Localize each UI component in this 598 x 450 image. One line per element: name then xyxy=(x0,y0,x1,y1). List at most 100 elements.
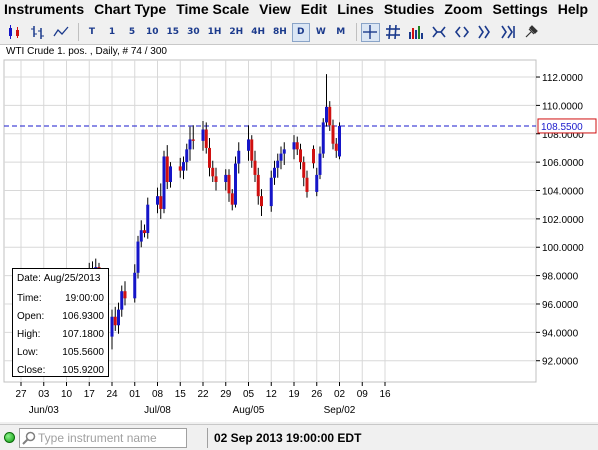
candle-body xyxy=(305,177,309,192)
candle-body xyxy=(110,316,114,337)
menu-chart-type[interactable]: Chart Type xyxy=(94,1,167,17)
timescale-button-w[interactable]: W xyxy=(315,27,326,37)
candle-body xyxy=(325,106,328,123)
instrument-search-input[interactable] xyxy=(38,430,183,445)
tooltip-row: High: 107.1800 xyxy=(17,326,104,344)
menu-view[interactable]: View xyxy=(259,1,291,17)
pin-icon[interactable] xyxy=(522,23,541,42)
x-tick-label: 10 xyxy=(61,389,73,400)
bar-chart-icon[interactable] xyxy=(28,23,47,42)
candle-body xyxy=(250,139,254,161)
instrument-search-box[interactable] xyxy=(19,427,187,448)
x-tick-label: 05 xyxy=(243,389,255,400)
timescale-button-30[interactable]: 30 xyxy=(187,27,200,37)
line-chart-icon[interactable] xyxy=(51,23,70,42)
y-tick-label: 92.0000 xyxy=(542,357,579,368)
crosshair-icon[interactable] xyxy=(360,22,380,42)
candle-body xyxy=(276,160,280,168)
menu-lines[interactable]: Lines xyxy=(337,1,374,17)
candle-body xyxy=(113,316,117,326)
candle-body xyxy=(269,177,273,207)
x-month-label: Jul/08 xyxy=(144,405,171,416)
tooltip-value: 105.9200 xyxy=(62,365,104,376)
x-month-label: Jun/03 xyxy=(29,405,59,416)
candle-body xyxy=(188,139,192,150)
candle-body xyxy=(156,196,159,205)
candle-body xyxy=(237,150,241,164)
volume-icon[interactable] xyxy=(407,23,426,42)
chart-title: WTI Crude 1. pos. , Daily, # 74 / 300 xyxy=(6,46,167,57)
scroll-right-icon[interactable] xyxy=(499,23,518,42)
candle-body xyxy=(224,174,228,182)
menu-zoom[interactable]: Zoom xyxy=(444,1,483,17)
candle-body xyxy=(123,291,127,299)
timescale-button-1[interactable]: 1 xyxy=(108,27,116,37)
menu-instruments[interactable]: Instruments xyxy=(4,1,85,17)
tooltip-row: Close: 105.9200 xyxy=(17,362,104,380)
candle-body xyxy=(247,139,250,151)
menu-studies[interactable]: Studies xyxy=(383,1,435,17)
tooltip-label: Low: xyxy=(17,347,39,358)
candle-body xyxy=(321,122,325,154)
zoom-out-icon[interactable] xyxy=(453,23,472,42)
y-tick-label: 96.0000 xyxy=(542,300,579,311)
candle-body xyxy=(214,176,218,182)
timescale-button-1h[interactable]: 1H xyxy=(207,27,222,37)
candle-body xyxy=(292,142,296,150)
toolbar: T 1 5 10 15 30 1H 2H 4H 8H D W M xyxy=(0,20,598,44)
candle-body xyxy=(201,129,205,141)
timescale-button-5[interactable]: 5 xyxy=(128,27,136,37)
x-tick-label: 01 xyxy=(129,389,141,400)
timescale-button-2h[interactable]: 2H xyxy=(229,27,244,37)
candle-body xyxy=(211,167,215,177)
tooltip-label: Close: xyxy=(17,365,46,376)
tooltip-label: High: xyxy=(17,329,41,340)
x-month-label: Sep/02 xyxy=(324,405,356,416)
candle-body xyxy=(182,162,185,171)
candle-body xyxy=(299,149,302,163)
candle-body xyxy=(302,162,306,178)
y-tick-label: 102.0000 xyxy=(542,215,584,226)
tooltip-value: 19:00:00 xyxy=(65,293,104,304)
scroll-left-icon[interactable] xyxy=(476,23,495,42)
candle-body xyxy=(120,291,124,310)
candle-body xyxy=(169,166,172,182)
status-datetime: 02 Sep 2013 19:00:00 EDT xyxy=(214,430,362,445)
timescale-button-d[interactable]: D xyxy=(291,22,310,42)
zoom-in-icon[interactable] xyxy=(430,23,449,42)
y-tick-label: 104.0000 xyxy=(542,187,584,198)
candle-body xyxy=(273,167,276,178)
candle-body xyxy=(256,174,260,197)
grid-icon[interactable] xyxy=(384,23,403,42)
connection-status-icon xyxy=(4,432,15,443)
timescale-button-15[interactable]: 15 xyxy=(166,27,180,37)
timescale-button-8h[interactable]: 8H xyxy=(272,27,287,37)
candle-body xyxy=(234,163,237,205)
x-tick-label: 24 xyxy=(106,389,118,400)
candle-body xyxy=(143,230,146,234)
timescale-button-10[interactable]: 10 xyxy=(146,27,159,37)
menu-settings[interactable]: Settings xyxy=(492,1,548,17)
timescale-button-4h[interactable]: 4H xyxy=(251,27,265,37)
timescale-button-t[interactable]: T xyxy=(88,27,96,37)
toolbar-separator xyxy=(355,23,357,41)
plot-frame xyxy=(3,59,537,383)
menu-time-scale[interactable]: Time Scale xyxy=(176,1,250,17)
timescale-button-m[interactable]: M xyxy=(336,27,346,37)
tooltip-row: Open: 106.9300 xyxy=(17,308,104,326)
candle-body xyxy=(253,160,257,175)
menu-edit[interactable]: Edit xyxy=(300,1,328,17)
candlestick-chart[interactable]: 112.0000 110.0000 108.0000 106.0000 104.0000… xyxy=(0,44,598,422)
menu-help[interactable]: Help xyxy=(557,1,589,17)
candlestick-chart-icon[interactable] xyxy=(5,23,24,42)
toolbar-separator xyxy=(78,23,79,41)
ohlc-tooltip: Date: Aug/25/2013 Time: 19:00:00 Open: 106… xyxy=(12,268,109,377)
tooltip-date-label: Date: xyxy=(17,273,41,284)
x-tick-label: 17 xyxy=(84,389,96,400)
y-tick-label: 110.0000 xyxy=(542,101,583,112)
tooltip-date-value: Aug/25/2013 xyxy=(43,273,101,284)
tooltip-label: Time: xyxy=(17,293,42,304)
candle-body xyxy=(334,143,338,151)
tooltip-date-row: Date: Aug/25/2013 xyxy=(17,272,104,286)
candle-body xyxy=(117,309,120,326)
